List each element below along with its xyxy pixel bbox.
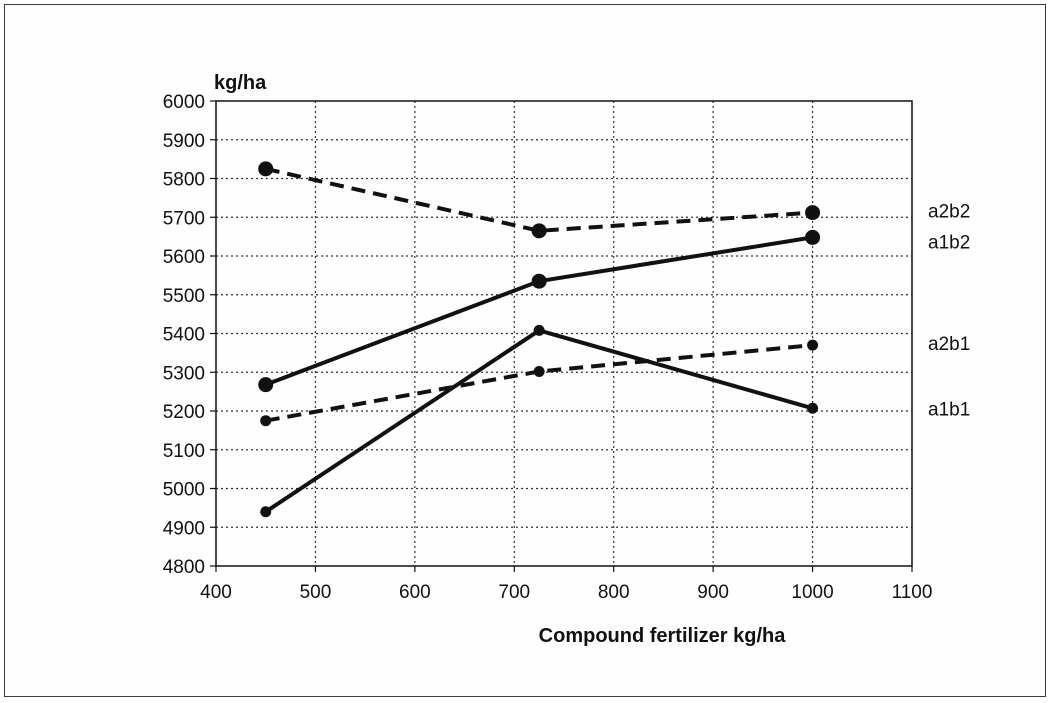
y-tick-label: 5900 (163, 131, 205, 152)
data-point (531, 223, 547, 239)
y-tick-label: 6000 (163, 92, 205, 113)
x-tick-label: 600 (399, 582, 431, 603)
data-point (258, 161, 274, 177)
y-tick-label: 5500 (163, 286, 205, 307)
data-point (805, 205, 821, 221)
x-tick-label: 700 (498, 582, 530, 603)
data-point (807, 402, 819, 414)
y-tick-label: 5700 (163, 208, 205, 229)
series-line (265, 166, 813, 233)
y-tick-label: 5800 (163, 170, 205, 191)
y-tick-label: 5400 (163, 325, 205, 346)
series-label-a1b2: a1b2 (928, 232, 970, 253)
data-point (531, 273, 547, 289)
data-point (260, 415, 272, 427)
series-label-a2b2: a2b2 (928, 202, 970, 223)
series-labels: a2b2 a1b2 a2b1 a1b1 (928, 202, 970, 421)
data-point (533, 324, 545, 336)
y-tick-label: 5200 (163, 402, 205, 423)
x-tick-label: 800 (598, 582, 630, 603)
series-a2b1 (260, 339, 819, 427)
x-tick-label: 1000 (791, 582, 833, 603)
series-a2b2 (258, 161, 821, 239)
y-axis-ticks: 4800 4900 5000 5100 5200 5300 5400 5500 5600 5700… (163, 92, 216, 578)
x-tick-label: 900 (697, 582, 729, 603)
data-point (807, 339, 819, 351)
series-a1b1 (260, 324, 819, 518)
chart-frame (4, 4, 1046, 697)
series-line (264, 328, 814, 514)
y-tick-label: 5300 (163, 363, 205, 384)
x-axis-ticks: 400 500 600 700 800 900 1000 1100 (200, 566, 932, 603)
data-point (533, 365, 545, 377)
series-a1b2 (258, 229, 821, 393)
y-axis-title: kg/ha (214, 72, 267, 94)
data-point (805, 229, 821, 245)
x-tick-label: 1100 (892, 582, 933, 603)
series-label-a1b1: a1b1 (928, 399, 970, 420)
y-tick-label: 5600 (163, 247, 205, 268)
series-label-a2b1: a2b1 (928, 334, 970, 355)
y-tick-label: 5100 (163, 441, 205, 462)
y-tick-label: 4800 (163, 557, 205, 578)
grid (216, 101, 912, 566)
data-point (260, 506, 272, 518)
x-tick-label: 500 (300, 582, 332, 603)
x-tick-label: 400 (200, 582, 232, 603)
series-group (258, 161, 821, 518)
y-tick-label: 5000 (163, 480, 205, 501)
data-point (258, 377, 274, 393)
series-line (265, 235, 813, 387)
y-tick-label: 4900 (163, 518, 205, 539)
x-axis-title: Compound fertilizer kg/ha (539, 625, 787, 647)
